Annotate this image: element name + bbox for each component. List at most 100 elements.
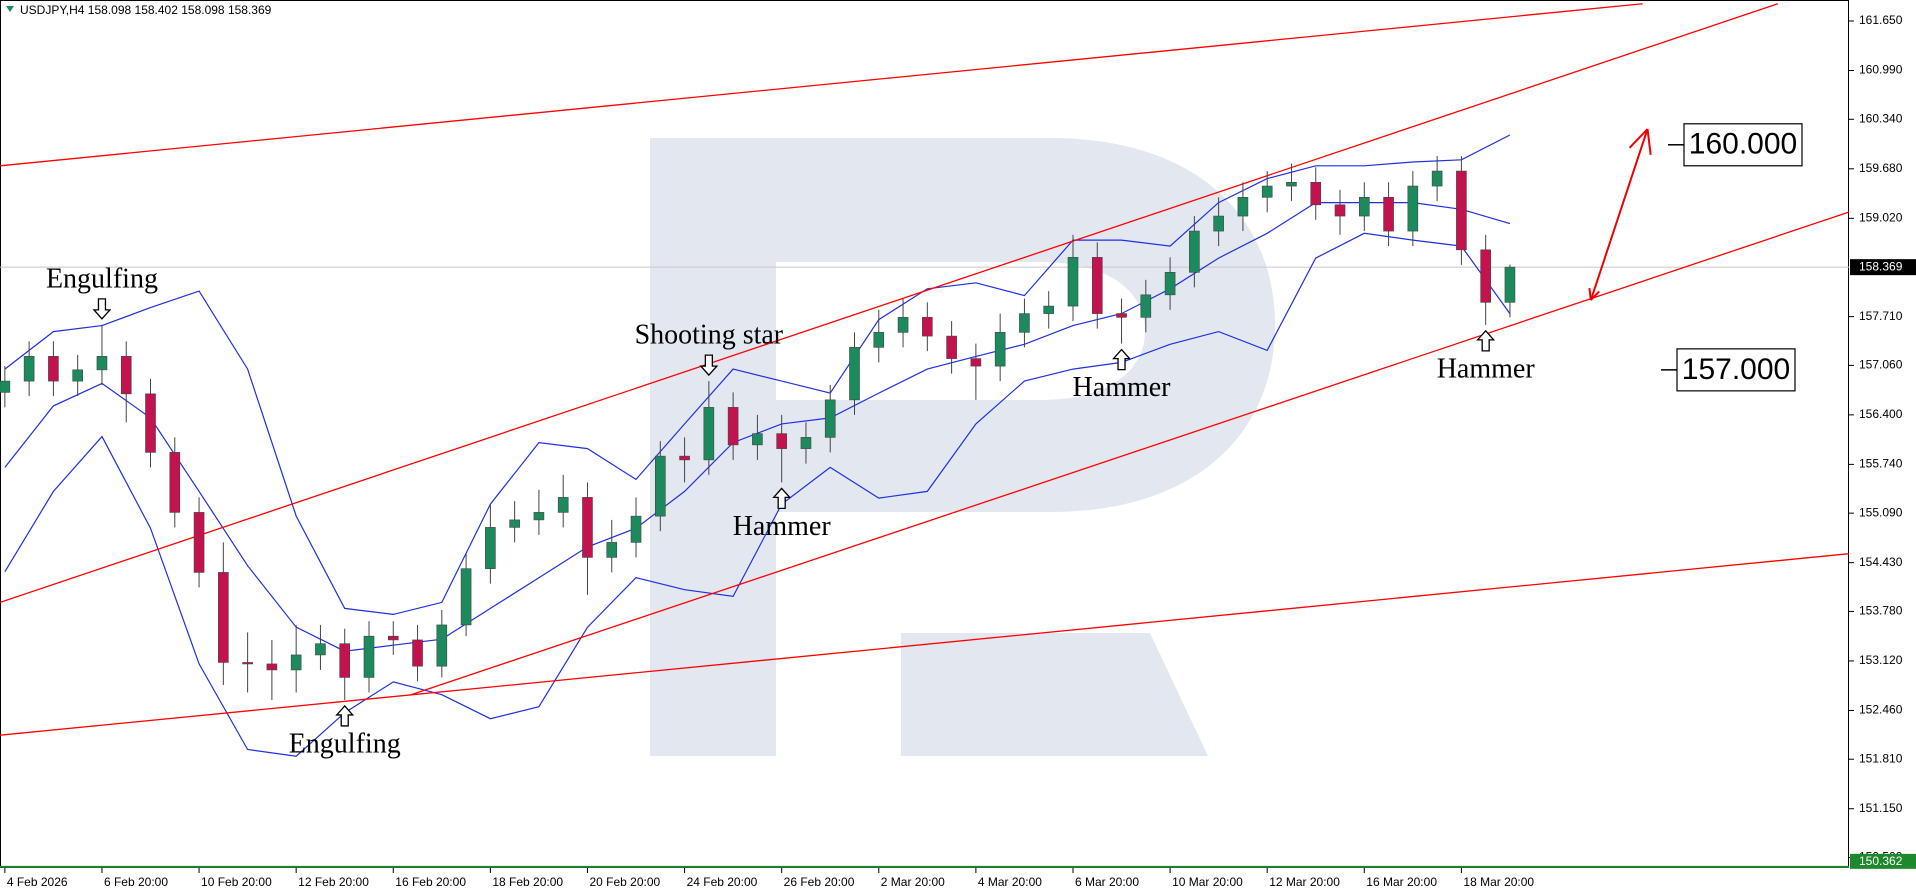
pattern-label: Hammer	[1437, 353, 1536, 384]
level-label: 160.000	[1689, 128, 1797, 161]
candle-body	[1383, 197, 1394, 232]
y-tick-label: 159.680	[1859, 161, 1903, 175]
pattern-label: Shooting star	[635, 320, 784, 351]
candle-body	[533, 512, 545, 521]
candle-body	[193, 512, 205, 573]
trend-line	[0, 3, 1778, 604]
x-tick-label: 4 Mar 20:00	[978, 875, 1042, 889]
pattern-label: Engulfing	[46, 263, 158, 294]
band-line	[4, 232, 1511, 757]
candle-body	[485, 527, 496, 569]
candle-body	[1237, 197, 1249, 217]
x-tick-label: 12 Mar 20:00	[1269, 875, 1340, 889]
candle-body	[23, 356, 35, 382]
candle-body	[849, 347, 860, 401]
band-line	[4, 134, 1511, 616]
candle-body	[703, 407, 715, 461]
y-tick-label: 156.400	[1859, 407, 1903, 421]
candle-body	[800, 437, 812, 449]
candle-body	[873, 332, 885, 348]
candle-body	[1310, 182, 1322, 206]
candle-body	[630, 515, 642, 543]
y-tick-label: 151.810	[1859, 751, 1903, 765]
pattern-label: Hammer	[733, 511, 832, 542]
bottom-price-box	[1850, 853, 1916, 869]
candle-body	[266, 663, 278, 671]
candle-body	[1407, 185, 1419, 232]
y-tick-label: 153.120	[1859, 653, 1903, 667]
candle-body	[509, 519, 520, 528]
y-tick-label: 155.090	[1859, 505, 1903, 519]
y-tick-label: 154.430	[1859, 555, 1903, 569]
pattern-arrow	[699, 354, 719, 377]
pattern-arrow	[92, 298, 112, 320]
pattern-arrow	[772, 487, 792, 510]
y-tick-label: 152.460	[1859, 703, 1903, 717]
candle-body	[824, 399, 836, 438]
candle-body	[994, 332, 1006, 367]
candle-body	[72, 369, 83, 382]
x-tick-label: 4 Feb 2026	[7, 875, 68, 889]
candle-body	[727, 407, 739, 446]
candle-body	[1261, 185, 1273, 198]
candle-body	[582, 497, 593, 558]
candle-body	[1213, 215, 1224, 232]
candle-body	[1019, 313, 1030, 333]
candle-body	[752, 433, 763, 446]
pattern-arrow	[335, 704, 355, 727]
candle-body	[436, 624, 448, 667]
candle-body	[1067, 257, 1079, 307]
x-tick-label: 18 Mar 20:00	[1463, 875, 1534, 889]
y-tick-label: 151.150	[1859, 801, 1903, 815]
candle-body	[0, 380, 11, 393]
candle-body	[145, 393, 156, 453]
candle-body	[1140, 294, 1152, 318]
x-tick-label: 10 Feb 20:00	[201, 875, 272, 889]
x-tick-label: 18 Feb 20:00	[492, 875, 563, 889]
forecast-arrow-head	[1646, 128, 1652, 155]
pattern-label: Hammer	[1073, 372, 1172, 403]
candle-body	[897, 317, 909, 333]
candle-body	[339, 643, 351, 678]
candle-body	[1043, 305, 1055, 314]
y-tick-label: 157.060	[1859, 358, 1903, 372]
chart-title: USDJPY,H4 158.098 158.402 158.098 158.36…	[20, 3, 272, 17]
candle-body	[169, 452, 181, 513]
candle-body	[922, 317, 933, 337]
candle-body	[412, 639, 423, 667]
level-label: 157.000	[1682, 353, 1790, 386]
x-tick-label: 24 Feb 20:00	[687, 875, 758, 889]
forecast-arrow-tail	[1588, 288, 1592, 301]
y-tick-label: 155.740	[1859, 457, 1903, 471]
pattern-label: Engulfing	[289, 728, 401, 759]
x-tick-label: 26 Feb 20:00	[784, 875, 855, 889]
trend-line	[0, 553, 1849, 736]
bottom-price-label: 150.362	[1859, 854, 1903, 868]
candle-body	[1334, 204, 1346, 217]
candle-body	[242, 662, 253, 665]
current-price-label: 158.369	[1859, 259, 1903, 273]
trend-line	[0, 3, 1643, 167]
forecast-arrow	[1589, 128, 1649, 301]
candle-body	[1358, 197, 1370, 217]
x-tick-label: 6 Mar 20:00	[1075, 875, 1139, 889]
candle-body	[1116, 313, 1127, 318]
trend-line	[410, 211, 1849, 696]
y-tick-label: 153.780	[1859, 604, 1903, 618]
candle-body	[1480, 249, 1491, 303]
x-tick-label: 10 Mar 20:00	[1172, 875, 1243, 889]
candle-body	[290, 654, 302, 671]
candle-body	[606, 542, 618, 558]
candle-body	[557, 497, 569, 513]
level-box	[1683, 123, 1803, 167]
pattern-arrow	[1476, 329, 1496, 352]
candle-body	[679, 455, 690, 461]
candle-body	[970, 358, 982, 367]
candle-body	[654, 455, 666, 517]
y-tick-label: 161.650	[1859, 13, 1903, 27]
forecast-arrow-head	[1628, 128, 1649, 149]
candle-body	[96, 356, 108, 371]
candle-body	[315, 643, 326, 656]
candle-body	[120, 356, 132, 395]
